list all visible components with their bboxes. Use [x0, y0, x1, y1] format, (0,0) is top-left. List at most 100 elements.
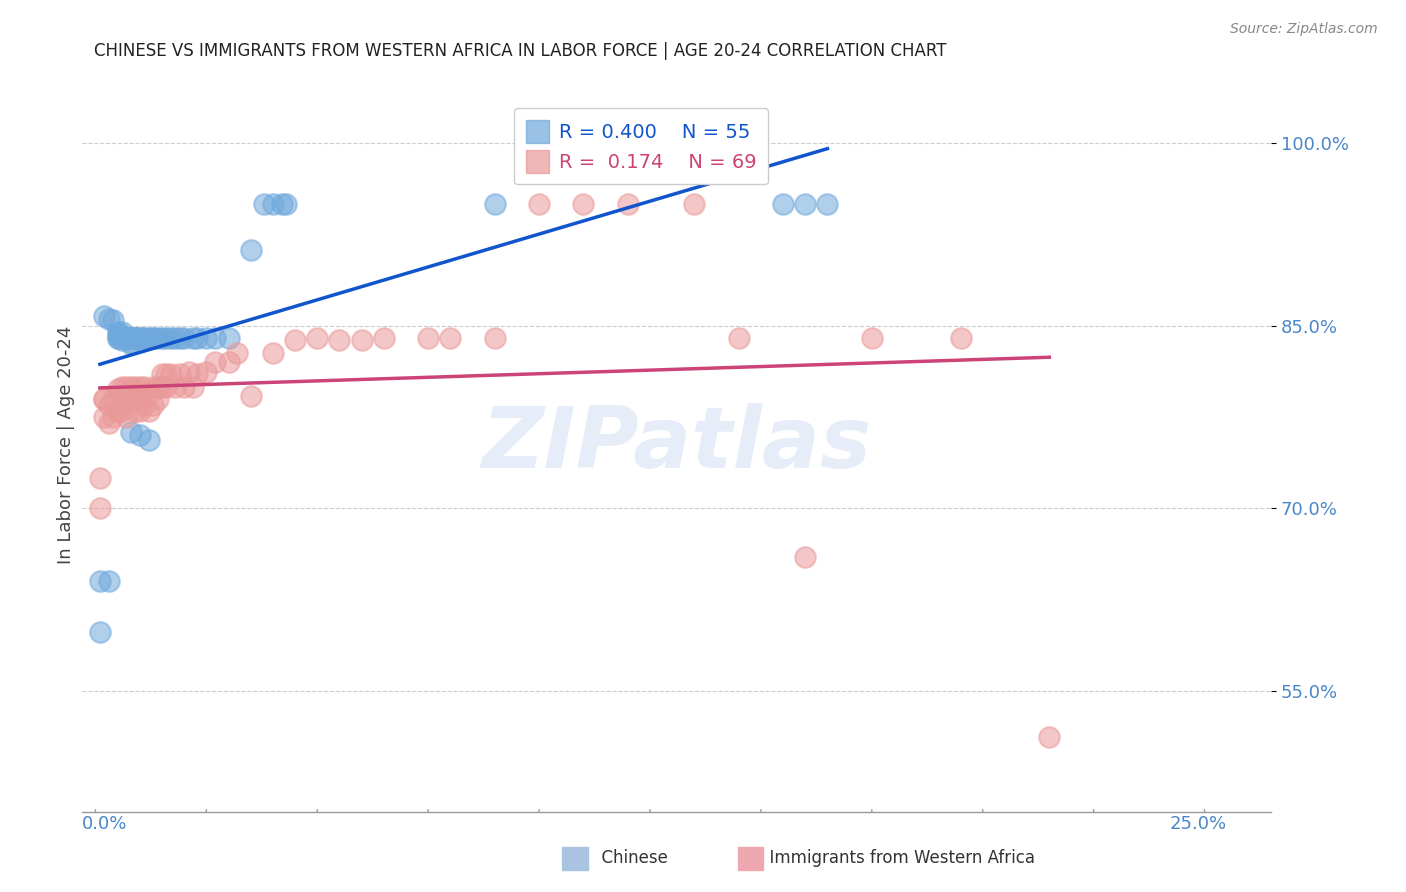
Point [155, 331, 177, 345]
Point [218, 331, 240, 345]
Point [794, 197, 817, 211]
Point [93, 409, 115, 424]
Point [177, 365, 200, 379]
Point [93, 392, 115, 406]
Point [165, 331, 187, 345]
Point [115, 331, 138, 345]
Point [527, 197, 550, 211]
Point [120, 331, 142, 345]
Point [150, 331, 173, 345]
Point [111, 404, 134, 418]
Point [124, 331, 146, 345]
Point [89, 501, 111, 516]
Point [93, 392, 115, 406]
Point [128, 392, 150, 406]
Point [146, 392, 169, 406]
Point [97, 416, 120, 430]
Point [115, 331, 138, 345]
Point [124, 331, 146, 345]
Point [142, 331, 165, 345]
Point [155, 368, 177, 382]
Point [107, 331, 129, 345]
Point [120, 425, 142, 439]
Point [794, 549, 817, 564]
Point [101, 409, 124, 424]
Point [107, 331, 129, 345]
Point [772, 197, 794, 211]
Point [186, 368, 208, 382]
Point [138, 385, 160, 400]
Point [101, 392, 124, 406]
Point [142, 331, 165, 345]
Point [89, 471, 111, 485]
Point [120, 337, 142, 351]
Point [617, 197, 640, 211]
Point [307, 331, 329, 345]
Point [120, 331, 142, 345]
Text: Chinese: Chinese [591, 849, 668, 867]
Point [165, 379, 187, 393]
Point [128, 331, 150, 345]
Point [169, 331, 191, 345]
Point [93, 309, 115, 323]
Point [160, 368, 183, 382]
Y-axis label: In Labor Force | Age 20-24: In Labor Force | Age 20-24 [58, 326, 75, 564]
Text: 0.0%: 0.0% [82, 814, 128, 832]
Point [115, 331, 138, 345]
Text: 25.0%: 25.0% [1170, 814, 1226, 832]
Point [186, 331, 208, 345]
Point [89, 574, 111, 588]
Point [150, 379, 173, 393]
Point [107, 325, 129, 339]
Point [124, 404, 146, 418]
Point [138, 331, 160, 345]
Point [173, 331, 195, 345]
Point [239, 389, 262, 403]
Point [270, 197, 292, 211]
Point [1038, 730, 1060, 744]
Point [89, 625, 111, 640]
Point [107, 404, 129, 418]
Point [373, 331, 395, 345]
Text: Immigrants from Western Africa: Immigrants from Western Africa [759, 849, 1035, 867]
Point [115, 379, 138, 393]
Text: ZIPatlas: ZIPatlas [481, 403, 872, 486]
Point [253, 197, 276, 211]
Point [111, 392, 134, 406]
Point [817, 197, 839, 211]
Point [484, 197, 506, 211]
Point [284, 334, 307, 348]
Point [111, 334, 134, 348]
Point [138, 433, 160, 447]
Point [124, 385, 146, 400]
Point [169, 368, 191, 382]
Text: CHINESE VS IMMIGRANTS FROM WESTERN AFRICA IN LABOR FORCE | AGE 20-24 CORRELATION: CHINESE VS IMMIGRANTS FROM WESTERN AFRIC… [94, 42, 946, 60]
Point [134, 331, 156, 345]
Point [204, 331, 226, 345]
Point [150, 368, 173, 382]
Point [97, 311, 120, 326]
Point [195, 365, 218, 379]
Point [572, 197, 595, 211]
Point [173, 379, 195, 393]
Point [120, 394, 142, 409]
Point [350, 334, 373, 348]
Point [120, 392, 142, 406]
Point [181, 331, 204, 345]
Point [128, 379, 150, 393]
Point [239, 244, 262, 258]
Point [276, 197, 298, 211]
Text: Source: ZipAtlas.com: Source: ZipAtlas.com [1230, 22, 1378, 37]
Point [128, 428, 150, 442]
Point [439, 331, 461, 345]
Point [204, 355, 226, 369]
Point [111, 325, 134, 339]
Point [949, 331, 972, 345]
Point [107, 404, 129, 418]
Point [97, 574, 120, 588]
Point [124, 331, 146, 345]
Point [146, 379, 169, 393]
Point [128, 331, 150, 345]
Point [418, 331, 440, 345]
Point [97, 398, 120, 412]
